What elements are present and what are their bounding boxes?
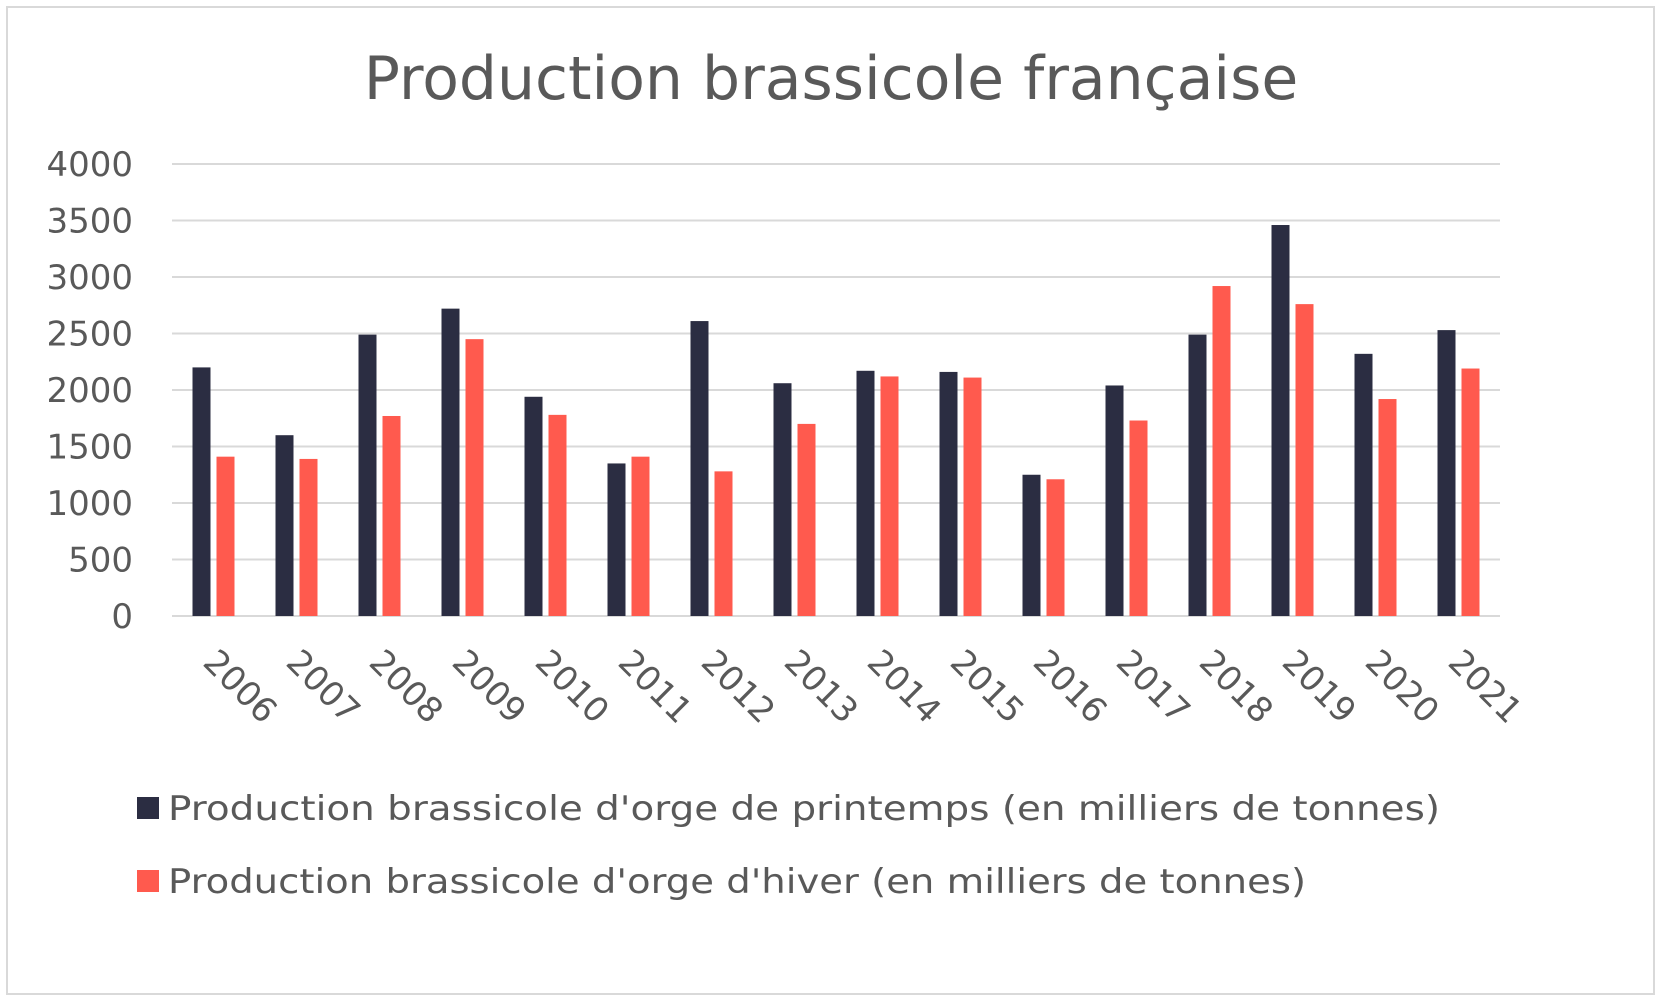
- y-tick-label: 0: [111, 597, 133, 637]
- bar-hiver-2019: [1295, 304, 1314, 616]
- chart-title: Production brassicole française: [364, 44, 1299, 114]
- legend-label: Production brassicole d'orge d'hiver (en…: [168, 862, 1306, 902]
- x-tick-label: 2017: [1108, 642, 1197, 731]
- x-tick-label: 2013: [776, 642, 865, 731]
- legend: Production brassicole d'orge de printemp…: [137, 789, 1440, 902]
- x-tick-label: 2009: [444, 642, 533, 731]
- y-tick-label: 1500: [46, 428, 133, 468]
- bar-printemps-2015: [939, 371, 958, 616]
- bar-printemps-2018: [1188, 334, 1207, 616]
- bar-hiver-2016: [1046, 479, 1065, 616]
- bar-printemps-2017: [1105, 385, 1124, 616]
- bar-hiver-2018: [1212, 286, 1231, 616]
- y-tick-label: 2500: [46, 315, 133, 355]
- y-tick-label: 1000: [46, 484, 133, 524]
- bar-printemps-2019: [1271, 225, 1290, 616]
- x-tick-label: 2006: [195, 642, 284, 731]
- legend-swatch: [137, 797, 159, 819]
- bar-printemps-2021: [1437, 330, 1456, 616]
- bar-printemps-2011: [607, 463, 626, 616]
- x-tick-label: 2008: [361, 642, 450, 731]
- legend-label: Production brassicole d'orge de printemp…: [168, 789, 1440, 829]
- bar-hiver-2014: [880, 376, 899, 616]
- x-tick-label: 2012: [693, 642, 782, 731]
- bar-hiver-2007: [299, 458, 318, 616]
- bar-hiver-2012: [714, 471, 733, 616]
- bar-printemps-2014: [856, 370, 875, 616]
- bars: [192, 225, 1480, 616]
- bar-hiver-2006: [216, 456, 235, 616]
- x-tick-label: 2020: [1357, 642, 1446, 731]
- bar-hiver-2010: [548, 414, 567, 616]
- legend-swatch: [137, 870, 159, 892]
- x-tick-label: 2007: [278, 642, 367, 731]
- y-tick-label: 4000: [46, 145, 133, 185]
- bar-printemps-2007: [275, 435, 294, 616]
- bar-hiver-2015: [963, 377, 982, 616]
- bar-printemps-2012: [690, 321, 709, 616]
- y-axis-ticks: 0 500 1000 1500 2000 2500 3000 3500 4000: [46, 145, 133, 637]
- x-axis-ticks: 2006200720082009201020112012201320142015…: [195, 642, 1529, 731]
- x-tick-label: 2011: [610, 642, 699, 731]
- bar-printemps-2009: [441, 308, 460, 616]
- y-tick-label: 3500: [46, 202, 133, 242]
- bar-hiver-2013: [797, 423, 816, 616]
- bar-printemps-2006: [192, 367, 211, 616]
- bar-printemps-2016: [1022, 474, 1041, 616]
- x-tick-label: 2021: [1440, 642, 1529, 731]
- bar-printemps-2020: [1354, 353, 1373, 616]
- x-tick-label: 2015: [942, 642, 1031, 731]
- x-tick-label: 2016: [1025, 642, 1114, 731]
- bar-printemps-2010: [524, 396, 543, 616]
- bar-hiver-2008: [382, 415, 401, 616]
- bar-hiver-2021: [1461, 368, 1480, 616]
- bar-hiver-2020: [1378, 399, 1397, 616]
- bar-hiver-2011: [631, 456, 650, 616]
- bar-hiver-2009: [465, 339, 484, 616]
- x-tick-label: 2010: [527, 642, 616, 731]
- y-tick-label: 2000: [46, 371, 133, 411]
- bar-printemps-2013: [773, 383, 792, 616]
- bar-printemps-2008: [358, 334, 377, 616]
- x-tick-label: 2014: [859, 642, 948, 731]
- x-tick-label: 2019: [1274, 642, 1363, 731]
- x-tick-label: 2018: [1191, 642, 1280, 731]
- y-tick-label: 3000: [46, 258, 133, 298]
- y-tick-label: 500: [68, 541, 133, 581]
- bar-hiver-2017: [1129, 420, 1148, 616]
